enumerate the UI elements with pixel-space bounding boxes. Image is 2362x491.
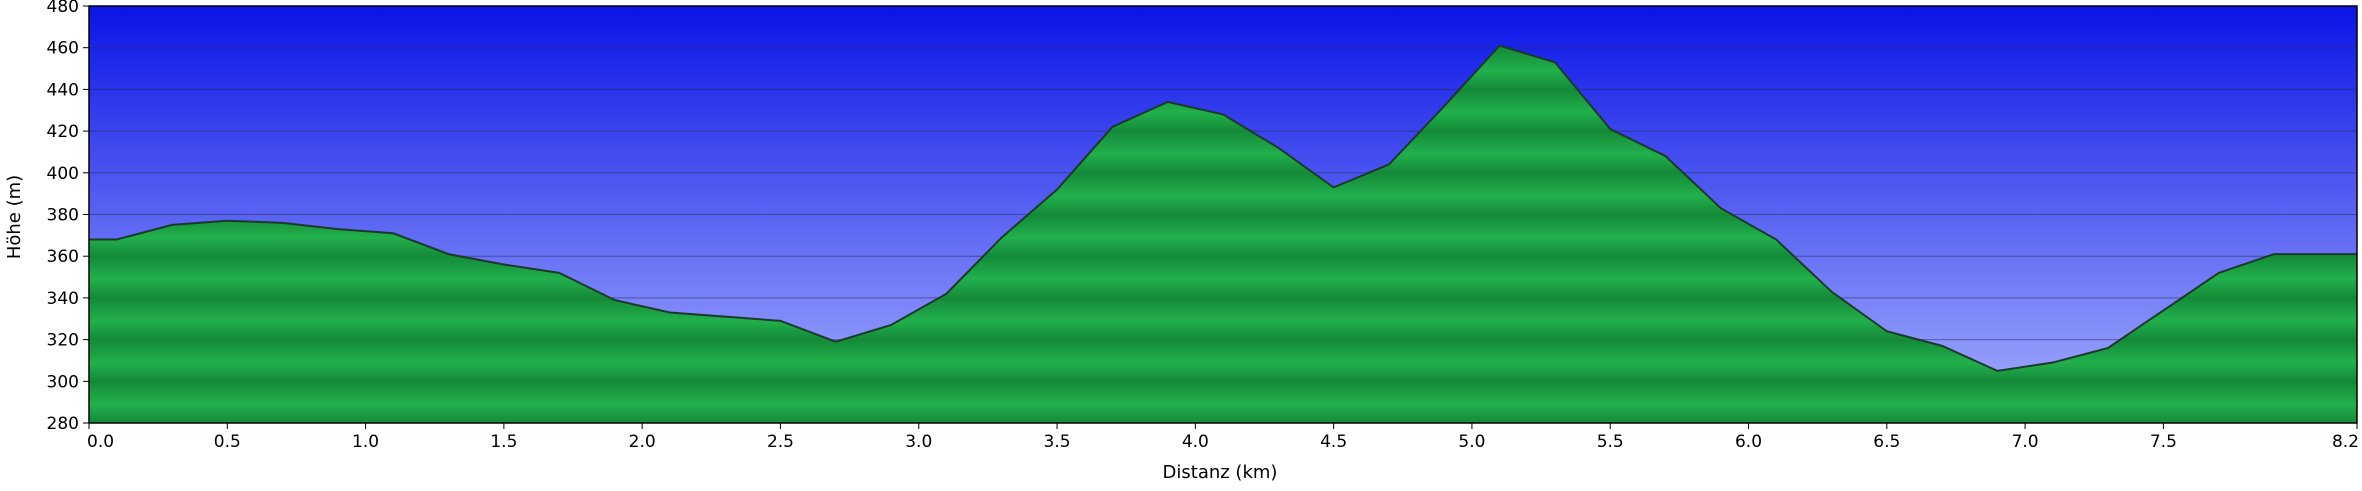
x-tick-label: 2.0: [629, 432, 656, 452]
y-tick-label: 360: [47, 247, 79, 267]
y-tick-label: 280: [47, 414, 79, 434]
y-tick-label: 420: [47, 122, 79, 142]
x-tick-label: 0.0: [87, 432, 114, 452]
x-tick-label: 3.0: [905, 432, 932, 452]
x-tick-label: 6.5: [1873, 432, 1900, 452]
y-tick-label: 460: [47, 39, 79, 59]
x-axis-label: Distanz (km): [1163, 462, 1278, 483]
x-tick-label: 0.5: [214, 432, 241, 452]
x-tick-label: 7.5: [2150, 432, 2177, 452]
x-tick-label: 7.0: [2012, 432, 2039, 452]
x-tick-label: 6.0: [1735, 432, 1762, 452]
x-tick-label: 4.0: [1182, 432, 1209, 452]
x-tick-label: 1.0: [352, 432, 379, 452]
x-tick-label: 8.2: [2332, 432, 2359, 452]
y-tick-label: 340: [47, 289, 79, 309]
x-axis-ticks: 0.0 0.5 1.0 1.5 2.0 2.5 3.0 3.5 4.0 4.5 5.0 5.5 6.0 6…: [87, 423, 2359, 452]
y-tick-label: 320: [47, 331, 79, 351]
y-tick-label: 380: [47, 206, 79, 226]
y-tick-label: 300: [47, 372, 79, 392]
y-axis-label: Höhe (m): [4, 175, 25, 259]
y-tick-label: 400: [47, 164, 79, 184]
y-axis-ticks: 280 300 320 340 360 380 400 420 440 460 480: [47, 0, 89, 434]
x-tick-label: 5.0: [1458, 432, 1485, 452]
elevation-area: [89, 45, 2357, 423]
x-tick-label: 5.5: [1597, 432, 1624, 452]
y-tick-label: 480: [47, 0, 79, 17]
x-tick-label: 4.5: [1320, 432, 1347, 452]
x-tick-label: 2.5: [767, 432, 794, 452]
y-tick-label: 440: [47, 80, 79, 100]
x-tick-label: 1.5: [490, 432, 517, 452]
elevation-line: [89, 44, 2357, 372]
x-tick-label: 3.5: [1044, 432, 1071, 452]
